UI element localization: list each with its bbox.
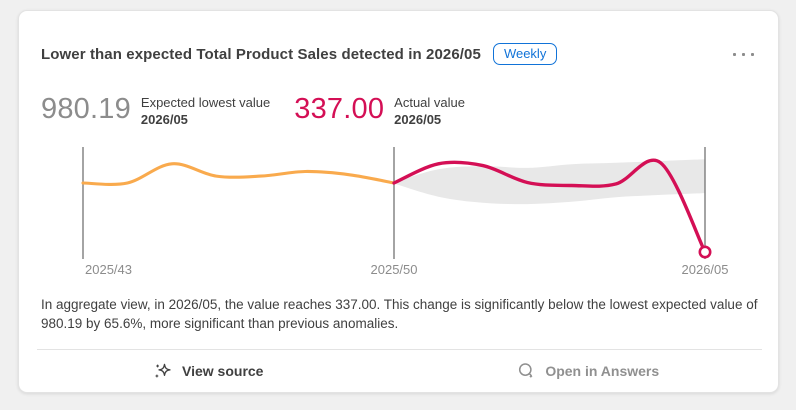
x-axis-label: 2026/05 [682, 262, 729, 277]
ellipsis-icon [742, 52, 745, 56]
view-source-label: View source [182, 363, 264, 379]
kpi-row: 980.19 Expected lowest value 2026/05 337… [41, 91, 465, 128]
observed-detection-window-line [392, 158, 707, 254]
sparkle-icon [155, 363, 171, 377]
expected-lowest-label: Expected lowest value [140, 95, 271, 110]
anomaly-insight-card: Lower than expected Total Product Sales … [18, 10, 779, 393]
open-in-answers-label: Open in Answers [545, 363, 660, 379]
actual-labels: Actual value 2026/05 [394, 94, 465, 128]
expected-lowest-labels: Expected lowest value 2026/05 [141, 94, 270, 128]
open-in-answers-button[interactable]: Open in Answers [399, 350, 779, 392]
expected-lowest-period: 2026/05 [140, 112, 188, 127]
magnifier-sparkle-icon [519, 362, 534, 378]
card-header: Lower than expected Total Product Sales … [41, 43, 756, 65]
x-axis-label: 2025/50 [371, 262, 418, 277]
ellipsis-icon [751, 52, 754, 56]
actual-value: 337.00 [294, 93, 385, 125]
observed-history-line [81, 162, 396, 186]
anomaly-trend-chart: 2025/43 2025/50 2026/05 [81, 147, 729, 277]
ellipsis-icon [733, 52, 736, 56]
footer-divider [37, 349, 762, 350]
insight-description: In aggregate view, in 2026/05, the value… [41, 297, 758, 331]
card-footer: View source Open in Answers [19, 350, 778, 392]
actual-period: 2026/05 [394, 112, 442, 127]
view-source-button[interactable]: View source [19, 350, 399, 392]
frequency-badge[interactable]: Weekly [492, 43, 558, 65]
anomaly-point [698, 245, 712, 259]
kpi-actual: 337.00 Actual value 2026/05 [294, 91, 465, 128]
kpi-expected-lowest: 980.19 Expected lowest value 2026/05 [41, 91, 270, 128]
actual-label: Actual value [394, 95, 465, 110]
expected-lowest-value: 980.19 [41, 93, 131, 125]
more-menu-button[interactable] [731, 47, 756, 62]
card-title: Lower than expected Total Product Sales … [41, 45, 481, 63]
x-axis-label: 2025/43 [85, 262, 132, 277]
expected-range-band [394, 159, 705, 205]
